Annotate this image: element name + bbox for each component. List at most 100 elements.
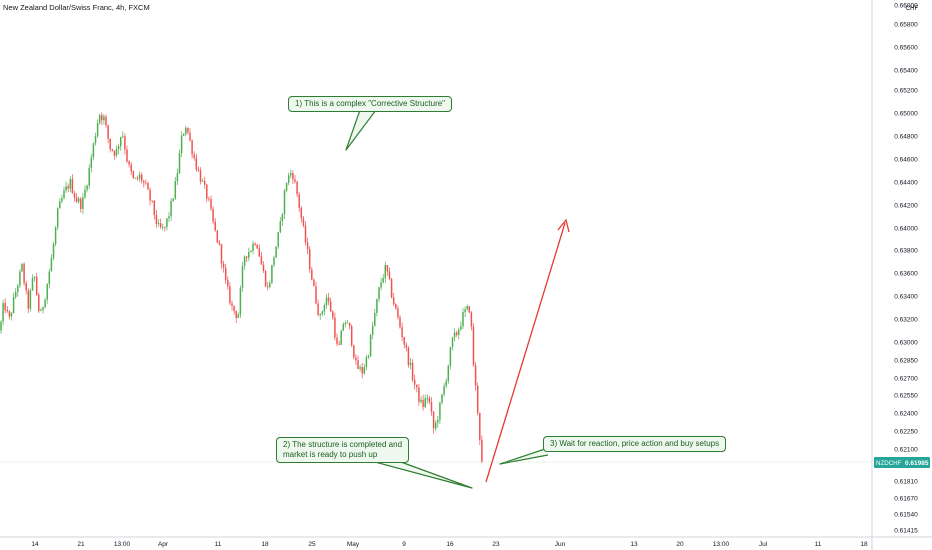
candle: [245, 256, 248, 263]
candle: [138, 171, 141, 182]
candle: [432, 410, 435, 434]
price-tick-label: 0.63200: [894, 317, 918, 324]
candle: [136, 175, 139, 181]
callout-2-line2: market is ready to push up: [283, 450, 378, 459]
price-tick-label: 0.64000: [894, 226, 918, 233]
candle: [27, 288, 30, 314]
candle: [298, 191, 300, 213]
callout-1-text: 1) This is a complex "Corrective Structu…: [295, 99, 446, 108]
candle: [103, 113, 105, 125]
candle: [94, 132, 97, 146]
candle: [176, 168, 179, 186]
candle: [479, 412, 481, 445]
candle: [210, 195, 212, 212]
candle: [25, 280, 27, 295]
candle: [185, 125, 187, 137]
candle: [235, 310, 237, 324]
candle: [241, 261, 244, 292]
candle: [453, 328, 456, 342]
candle: [90, 154, 93, 173]
candle: [338, 340, 340, 346]
candle: [392, 292, 395, 306]
candle: [155, 210, 158, 228]
candle: [54, 225, 57, 247]
candle: [365, 354, 368, 371]
candle: [308, 246, 311, 274]
candle: [325, 293, 328, 309]
candle: [35, 273, 38, 297]
candle: [117, 143, 120, 154]
price-tick-label: 0.62700: [894, 376, 918, 383]
candle: [346, 319, 349, 324]
candle: [80, 197, 82, 213]
candle: [294, 174, 296, 184]
candle: [332, 310, 334, 320]
candle: [119, 136, 122, 151]
candle: [376, 298, 378, 317]
candle: [42, 306, 44, 314]
candle: [409, 357, 412, 370]
candle: [474, 361, 477, 391]
candle: [464, 306, 466, 318]
candle: [395, 302, 397, 310]
candle: [374, 308, 376, 327]
candle: [273, 255, 275, 268]
projection-arrow-head: [557, 218, 570, 233]
candle: [434, 420, 437, 432]
candle: [355, 354, 357, 366]
candle: [130, 161, 132, 176]
candle: [128, 160, 130, 168]
callout-wait-for-reaction: 3) Wait for reaction, price action and b…: [543, 436, 727, 452]
price-tick-label: 0.65800: [894, 22, 918, 29]
candle: [0, 320, 2, 334]
price-tick-label: 0.62400: [894, 411, 918, 418]
candle: [233, 305, 235, 315]
time-tick-label: 18: [860, 541, 868, 548]
candle: [336, 333, 338, 347]
current-symbol: NZDCHF: [876, 460, 902, 467]
candle: [216, 230, 219, 244]
candle: [451, 336, 454, 351]
time-tick-label: 23: [492, 541, 500, 548]
candle: [172, 197, 174, 202]
candle: [302, 215, 305, 228]
candle: [248, 247, 250, 262]
candle: [382, 273, 384, 284]
candle: [388, 267, 391, 281]
candle: [71, 174, 74, 194]
callout-2-pointer: [359, 457, 473, 489]
candle: [199, 167, 202, 185]
candle: [243, 255, 246, 270]
candle: [306, 237, 309, 255]
price-tick-label: 0.65400: [894, 68, 918, 75]
candle: [10, 311, 13, 321]
candle: [399, 315, 401, 329]
price-tick-label: 0.61670: [894, 496, 918, 503]
time-tick-label: Jul: [759, 541, 768, 548]
candle: [21, 263, 23, 273]
candle: [214, 218, 216, 232]
candle: [279, 217, 282, 234]
candle: [166, 218, 168, 231]
price-tick-label: 0.62550: [894, 393, 918, 400]
time-tick-label: May: [347, 541, 360, 548]
candle: [212, 206, 214, 225]
time-tick-label: Jun: [555, 541, 566, 548]
candle: [470, 310, 473, 331]
candle: [180, 131, 183, 158]
candle: [77, 196, 80, 205]
candle: [143, 179, 145, 188]
candle: [151, 200, 153, 203]
candle: [92, 142, 95, 161]
candle: [462, 308, 464, 329]
price-tick-label: 0.61415: [894, 528, 918, 535]
candle: [88, 164, 90, 190]
candles: [0, 112, 483, 464]
time-tick-label: 13: [630, 541, 638, 548]
candle: [460, 321, 462, 331]
time-tick-label: 9: [402, 541, 406, 548]
candle: [208, 196, 210, 202]
time-tick-label: 20: [676, 541, 684, 548]
